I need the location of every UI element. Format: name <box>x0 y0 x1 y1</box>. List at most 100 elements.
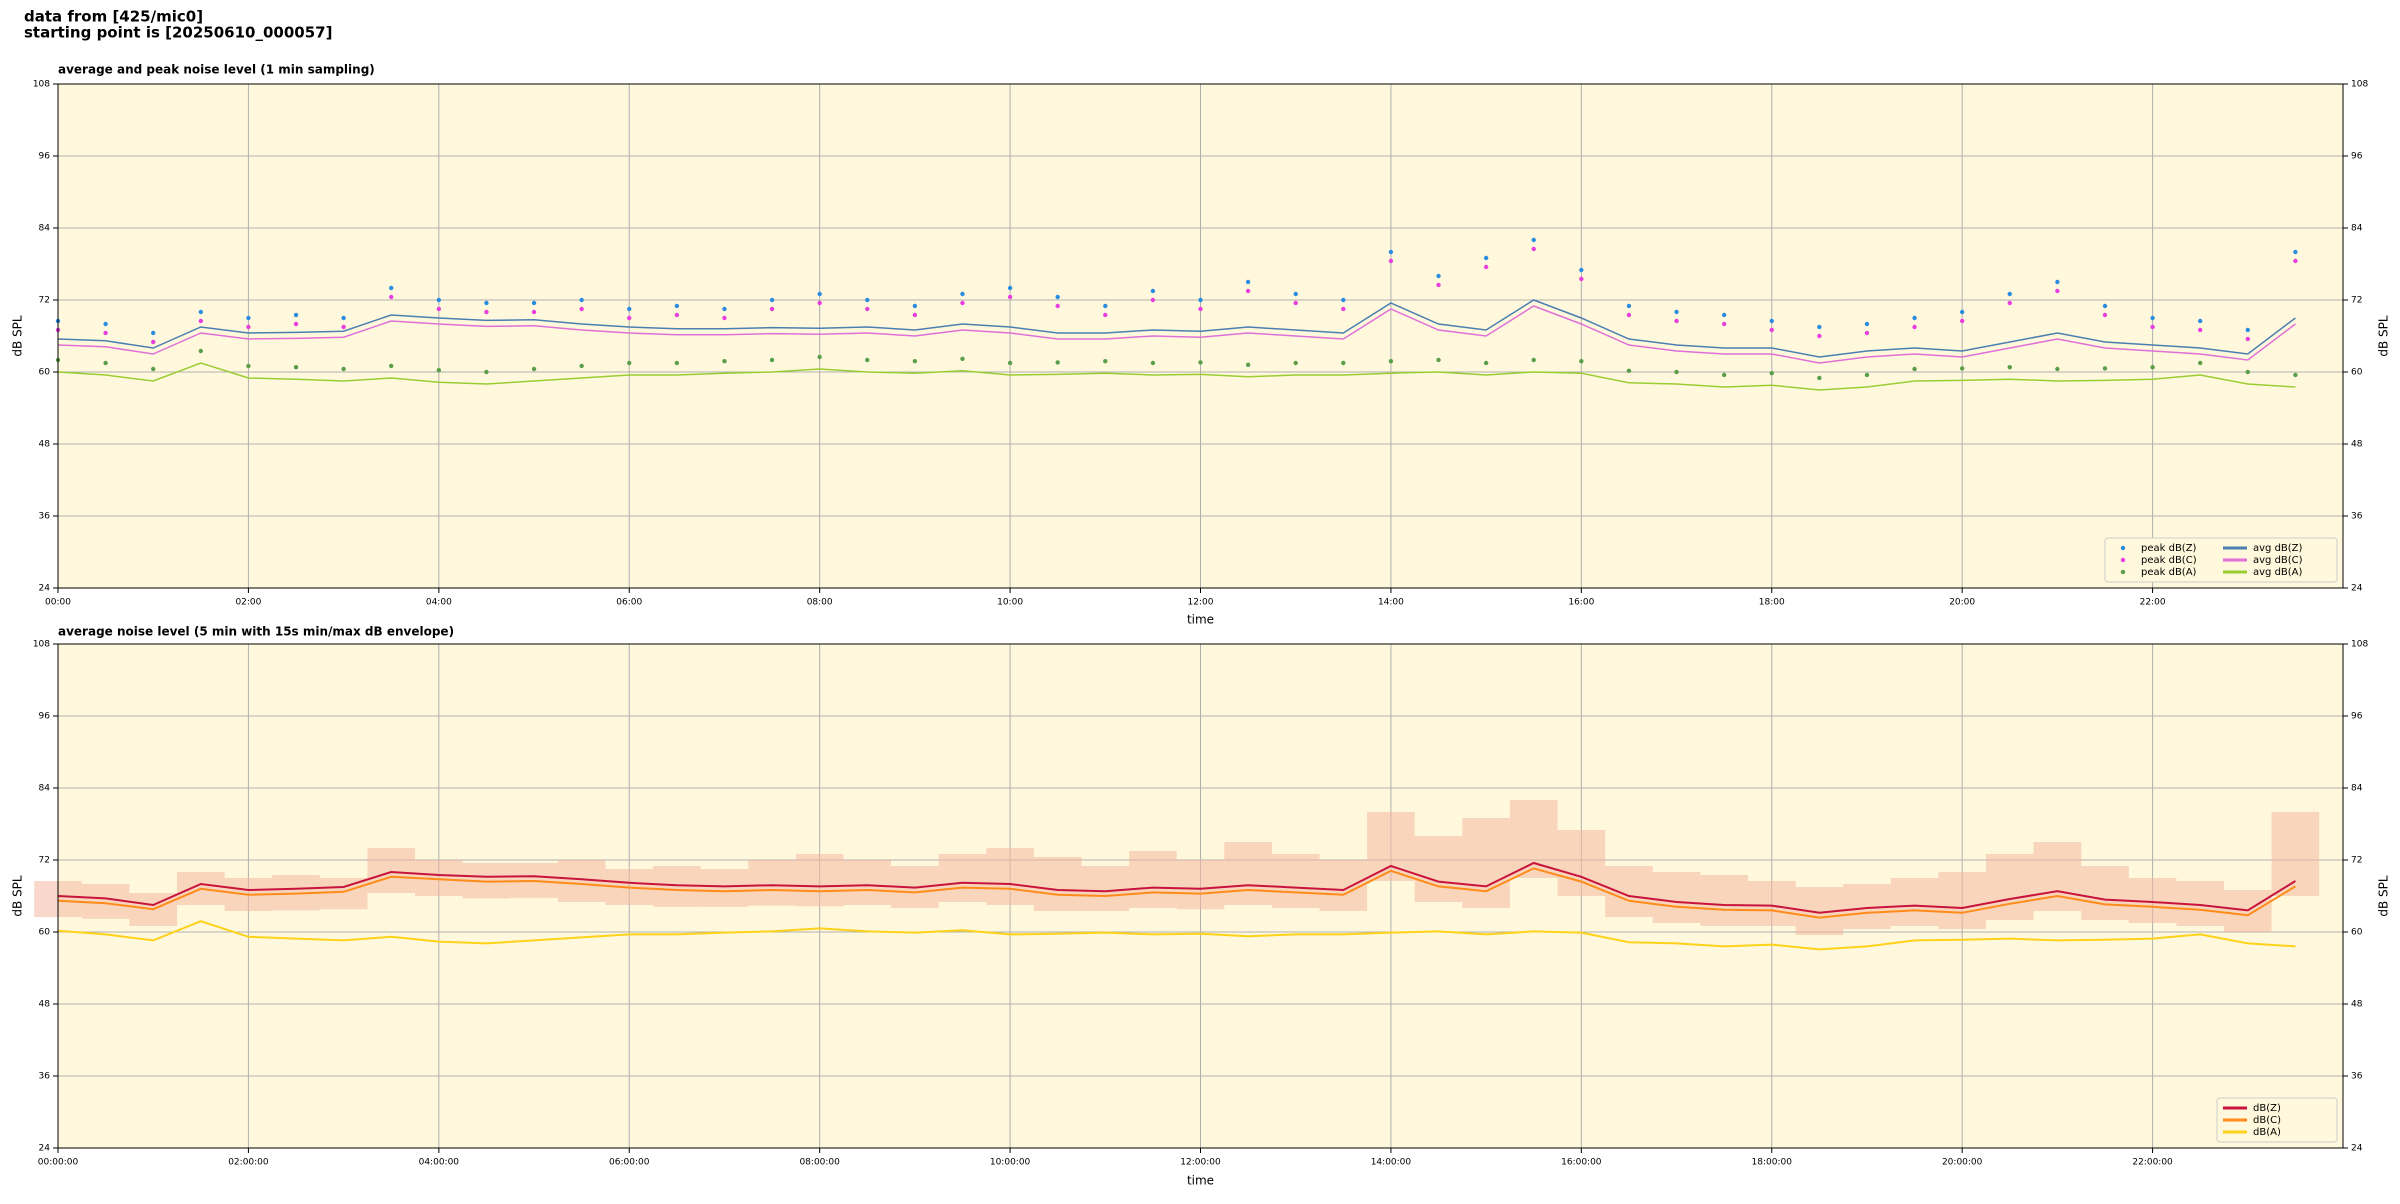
x-tick-label: 06:00:00 <box>609 1158 650 1168</box>
y-tick-label: 72 <box>39 856 50 866</box>
peak-point <box>1769 327 1774 333</box>
peak-point <box>1864 330 1870 336</box>
envelope-band <box>1747 881 1796 926</box>
peak-point <box>627 306 632 312</box>
chart-title: average and peak noise level (1 min samp… <box>58 63 375 77</box>
peak-point <box>246 315 251 321</box>
peak-point <box>960 300 965 306</box>
peak-point <box>2102 303 2108 309</box>
envelope-band <box>748 860 796 906</box>
y-tick-label-right: 96 <box>2351 712 2363 722</box>
peak-point <box>293 365 299 370</box>
legend-marker <box>2120 557 2126 563</box>
x-tick-label: 06:00 <box>616 598 642 608</box>
legend-marker <box>2120 569 2126 575</box>
peak-point <box>722 306 727 312</box>
envelope-band <box>843 860 892 905</box>
legend-label: peak dB(A) <box>2141 567 2197 578</box>
x-axis-label: time <box>1187 1174 1214 1188</box>
legend-label: avg dB(Z) <box>2253 543 2303 554</box>
peak-point <box>579 297 584 303</box>
envelope-band <box>1462 818 1510 908</box>
series-line <box>57 861 2296 914</box>
y-tick-label-right: 72 <box>2351 296 2362 306</box>
x-tick-label: 20:00:00 <box>1942 1158 1983 1168</box>
peak-point <box>674 312 680 318</box>
y-tick-label-right: 84 <box>2351 224 2363 234</box>
peak-point <box>1150 288 1156 294</box>
legend-marker <box>2120 545 2126 551</box>
y-tick-label-right: 48 <box>2351 1000 2363 1010</box>
envelope-band <box>1033 857 1082 911</box>
peak-point <box>1721 321 1727 327</box>
peak-point <box>1245 279 1251 285</box>
envelope-band <box>1938 872 1986 929</box>
peak-point <box>1864 372 1870 378</box>
y-tick-label-right: 36 <box>2351 1072 2363 1082</box>
y-tick-label-right: 60 <box>2351 368 2363 378</box>
peak-point <box>1959 366 1965 371</box>
y-tick-label: 24 <box>39 584 51 594</box>
peak-point <box>1769 318 1774 324</box>
peak-point <box>2102 312 2108 318</box>
x-tick-label: 00:00 <box>45 598 71 608</box>
peak-point <box>1531 237 1536 243</box>
peak-point <box>151 339 156 345</box>
peak-point <box>436 297 442 303</box>
x-tick-label: 22:00:00 <box>2132 1158 2173 1168</box>
peak-point <box>389 363 394 369</box>
peak-point <box>1674 318 1679 324</box>
peak-point <box>1626 368 1632 373</box>
y-tick-label-right: 24 <box>2351 584 2363 594</box>
x-tick-label: 12:00:00 <box>1180 1158 1221 1168</box>
series-line <box>57 867 2296 919</box>
peak-point <box>1388 249 1394 255</box>
y-tick-label: 108 <box>33 80 50 90</box>
peak-point <box>436 368 442 373</box>
y-tick-label-right: 60 <box>2351 928 2363 938</box>
peak-point <box>531 366 537 372</box>
peak-point <box>1245 362 1251 367</box>
peak-point <box>865 357 870 363</box>
envelope-band <box>1271 854 1320 908</box>
peak-point <box>769 357 775 363</box>
series-line <box>57 299 2296 358</box>
peak-point <box>198 318 204 324</box>
y-axis-label-right: dB SPL <box>2377 315 2391 357</box>
peak-point <box>1388 359 1394 364</box>
peak-point <box>912 359 918 364</box>
peak-point <box>1721 372 1727 378</box>
peak-point <box>531 300 537 306</box>
peak-point <box>817 354 822 360</box>
peak-point <box>627 315 632 321</box>
peak-point <box>103 330 108 336</box>
x-tick-label: 00:00:00 <box>38 1158 79 1168</box>
envelope-band <box>700 869 749 907</box>
envelope-band <box>1605 866 1653 917</box>
peak-point <box>484 309 489 315</box>
peak-point <box>1769 371 1774 376</box>
peak-point <box>1007 294 1013 300</box>
y-tick-label: 36 <box>39 1072 51 1082</box>
peak-point <box>1198 306 1203 312</box>
peak-point <box>1103 312 1108 318</box>
y-tick-label: 48 <box>39 1000 51 1010</box>
peak-point <box>1198 297 1203 303</box>
legend-label: avg dB(A) <box>2253 567 2303 578</box>
x-tick-label: 02:00 <box>235 598 261 608</box>
peak-point <box>1912 315 1917 321</box>
peak-point <box>1436 273 1441 279</box>
envelope-band <box>1129 851 1177 908</box>
peak-point <box>769 306 775 312</box>
y-tick-label-right: 36 <box>2351 512 2363 522</box>
peak-point <box>2102 366 2108 371</box>
x-tick-label: 02:00:00 <box>228 1158 269 1168</box>
x-tick-label: 04:00:00 <box>419 1158 460 1168</box>
series-line <box>57 362 2296 391</box>
peak-point <box>531 309 537 315</box>
header-start: starting point is [20250610_000057] <box>24 24 332 42</box>
peak-point <box>1579 267 1584 273</box>
y-tick-label: 84 <box>39 224 51 234</box>
peak-point <box>2007 365 2012 370</box>
envelope-band <box>938 854 987 902</box>
